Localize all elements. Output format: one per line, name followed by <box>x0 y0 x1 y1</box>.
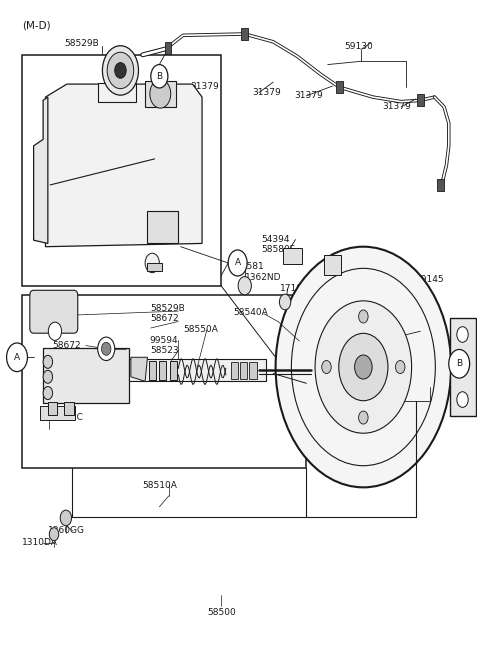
Text: 31379: 31379 <box>190 81 219 91</box>
Text: 99594: 99594 <box>150 336 179 345</box>
Polygon shape <box>131 358 147 381</box>
FancyBboxPatch shape <box>22 55 221 286</box>
FancyBboxPatch shape <box>324 255 341 275</box>
Circle shape <box>449 350 469 378</box>
FancyBboxPatch shape <box>149 361 156 380</box>
Text: 59145: 59145 <box>416 275 444 283</box>
Circle shape <box>115 62 126 78</box>
Circle shape <box>101 342 111 356</box>
Circle shape <box>228 250 247 276</box>
FancyBboxPatch shape <box>417 94 424 106</box>
Text: (M-D): (M-D) <box>22 20 50 31</box>
Polygon shape <box>34 97 48 243</box>
FancyBboxPatch shape <box>437 179 444 191</box>
Text: 59110B: 59110B <box>342 403 377 412</box>
Circle shape <box>396 361 405 373</box>
Circle shape <box>43 370 53 383</box>
Text: 58500: 58500 <box>207 608 236 617</box>
FancyBboxPatch shape <box>170 361 177 380</box>
FancyBboxPatch shape <box>22 295 306 468</box>
FancyBboxPatch shape <box>450 318 476 416</box>
Circle shape <box>49 527 59 541</box>
Text: 54394: 54394 <box>261 235 290 244</box>
Circle shape <box>315 301 412 433</box>
FancyBboxPatch shape <box>283 248 301 264</box>
Circle shape <box>60 510 72 525</box>
Text: 58550A: 58550A <box>183 325 218 335</box>
Circle shape <box>107 52 134 89</box>
Text: 58580F: 58580F <box>261 245 295 255</box>
FancyBboxPatch shape <box>241 28 248 40</box>
Text: 1360GG: 1360GG <box>48 526 85 535</box>
Circle shape <box>355 355 372 379</box>
Circle shape <box>238 277 252 295</box>
FancyBboxPatch shape <box>165 43 171 54</box>
FancyBboxPatch shape <box>250 362 257 379</box>
FancyBboxPatch shape <box>48 401 57 415</box>
Circle shape <box>145 253 159 273</box>
Text: A: A <box>235 258 240 268</box>
Text: 58581: 58581 <box>235 262 264 272</box>
Text: 58125C: 58125C <box>48 413 83 422</box>
FancyBboxPatch shape <box>129 359 266 381</box>
Circle shape <box>276 247 451 487</box>
Text: 58672: 58672 <box>150 314 179 323</box>
Text: 58510A: 58510A <box>143 481 178 490</box>
Text: A: A <box>14 353 20 361</box>
FancyBboxPatch shape <box>97 83 136 102</box>
Text: B: B <box>456 359 462 368</box>
Text: 58523: 58523 <box>150 346 179 356</box>
Text: 1310DA: 1310DA <box>22 538 58 547</box>
FancyBboxPatch shape <box>336 81 343 93</box>
Text: 31379: 31379 <box>252 88 281 97</box>
Circle shape <box>151 64 168 88</box>
Text: 58529B: 58529B <box>150 304 185 313</box>
FancyBboxPatch shape <box>230 362 238 379</box>
Text: 58672: 58672 <box>53 341 81 350</box>
Circle shape <box>322 361 331 373</box>
FancyBboxPatch shape <box>40 406 75 420</box>
Circle shape <box>43 386 53 400</box>
Text: 43779A: 43779A <box>396 330 432 339</box>
Circle shape <box>43 356 53 368</box>
Circle shape <box>359 310 368 323</box>
Text: 58529B: 58529B <box>64 39 99 48</box>
Circle shape <box>359 411 368 424</box>
Circle shape <box>48 322 61 340</box>
Text: 1710AB: 1710AB <box>280 285 315 293</box>
Circle shape <box>457 327 468 342</box>
Circle shape <box>102 46 138 95</box>
FancyBboxPatch shape <box>147 263 162 271</box>
Text: 31379: 31379 <box>383 102 411 112</box>
Circle shape <box>97 337 115 361</box>
Text: 1362ND: 1362ND <box>245 273 281 282</box>
Circle shape <box>279 294 291 310</box>
FancyBboxPatch shape <box>30 290 78 333</box>
Circle shape <box>457 392 468 407</box>
FancyBboxPatch shape <box>147 211 179 243</box>
Circle shape <box>339 333 388 401</box>
Circle shape <box>150 79 171 108</box>
Circle shape <box>7 343 27 371</box>
FancyBboxPatch shape <box>145 81 176 107</box>
Text: 58540A: 58540A <box>233 308 268 317</box>
FancyBboxPatch shape <box>64 401 74 415</box>
Text: B: B <box>156 72 162 81</box>
FancyBboxPatch shape <box>240 362 247 379</box>
Text: 31379: 31379 <box>295 91 324 100</box>
FancyBboxPatch shape <box>159 361 167 380</box>
Polygon shape <box>46 84 202 247</box>
FancyBboxPatch shape <box>43 348 129 403</box>
Text: 59130: 59130 <box>344 42 373 51</box>
